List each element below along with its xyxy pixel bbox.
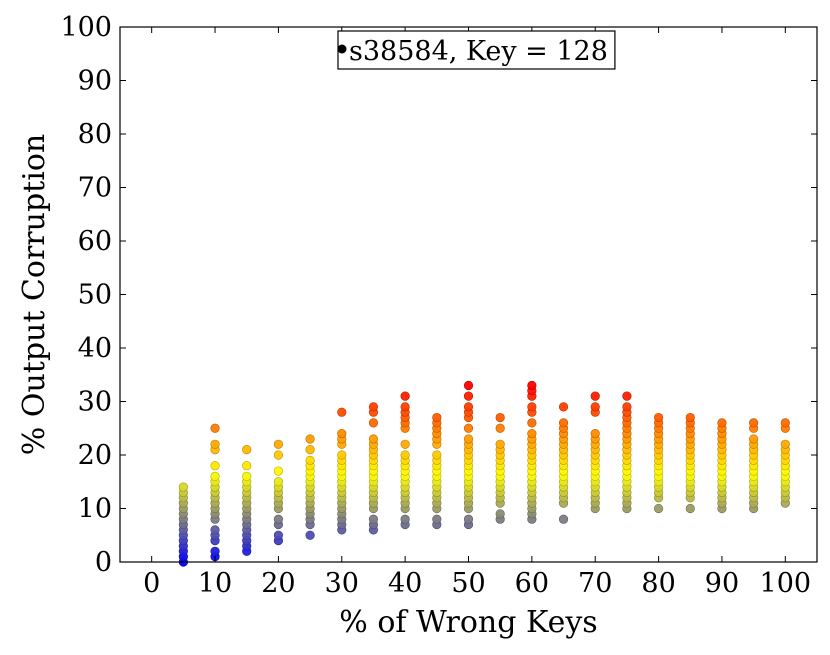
data-point xyxy=(242,471,252,482)
data-point xyxy=(495,412,505,423)
x-tick-label: 10 xyxy=(198,568,232,599)
axes: 0 10 20 30 40 50 60 70 80 90 100 0 10 20 30 40 50 60 70 80 9… xyxy=(60,12,817,599)
data-point xyxy=(210,461,220,471)
data-point xyxy=(780,439,790,449)
y-tick-label: 50 xyxy=(78,280,112,311)
legend-marker xyxy=(337,44,347,54)
data-point xyxy=(400,439,410,449)
data-point xyxy=(305,434,315,444)
data-point xyxy=(780,418,790,428)
data-point xyxy=(210,546,220,556)
data-point xyxy=(527,418,537,428)
data-point xyxy=(527,429,537,439)
data-point xyxy=(273,466,284,476)
x-tick-label: 0 xyxy=(143,568,160,599)
data-point xyxy=(432,412,442,423)
x-tick-label: 70 xyxy=(578,568,612,599)
plot-frame xyxy=(119,26,818,563)
y-tick-label: 0 xyxy=(95,547,112,578)
legend-box xyxy=(337,30,616,70)
data-point xyxy=(622,391,632,401)
data-point xyxy=(463,391,474,401)
data-point xyxy=(463,514,474,524)
data-point xyxy=(273,439,284,449)
legend-label: s38584, Key = 128 xyxy=(349,36,608,67)
data-point xyxy=(749,418,759,428)
data-point xyxy=(400,450,410,460)
y-tick-label: 20 xyxy=(78,440,112,471)
data-point xyxy=(590,391,600,401)
data-point xyxy=(432,514,442,524)
data-point xyxy=(527,380,537,391)
data-point xyxy=(432,450,442,460)
y-tick-label: 30 xyxy=(78,387,112,418)
x-tick-label: 30 xyxy=(325,568,359,599)
data-point xyxy=(495,509,505,519)
data-point xyxy=(527,402,537,412)
x-tick-label: 100 xyxy=(760,568,812,599)
data-point xyxy=(242,461,252,471)
x-tick-label: 80 xyxy=(641,568,675,599)
x-tick-label: 60 xyxy=(515,568,549,599)
data-point xyxy=(622,402,632,412)
data-point xyxy=(210,471,220,482)
y-tick-label: 80 xyxy=(78,119,112,150)
data-point xyxy=(558,514,569,524)
data-point xyxy=(590,402,600,412)
data-point xyxy=(337,407,347,417)
x-tick-label: 40 xyxy=(388,568,422,599)
data-point xyxy=(305,530,315,540)
y-tick-label: 90 xyxy=(78,66,112,97)
data-points xyxy=(178,380,790,567)
data-point xyxy=(653,503,664,514)
data-point xyxy=(463,434,474,444)
data-point xyxy=(242,445,252,455)
data-point xyxy=(558,402,569,412)
data-point xyxy=(463,380,474,391)
data-point xyxy=(463,402,474,412)
y-tick-label: 100 xyxy=(60,12,112,43)
data-point xyxy=(368,514,379,524)
data-point xyxy=(210,525,220,535)
data-point xyxy=(685,503,695,514)
data-point xyxy=(273,450,284,460)
data-point xyxy=(685,412,695,423)
y-tick-label: 40 xyxy=(78,333,112,364)
data-point xyxy=(400,402,410,412)
data-point xyxy=(273,530,284,540)
data-point xyxy=(273,514,284,524)
data-point xyxy=(400,391,410,401)
y-axis-title: % Output Corruption xyxy=(17,134,52,455)
data-point xyxy=(749,434,759,444)
data-point xyxy=(368,402,379,412)
data-point xyxy=(210,439,220,449)
data-point xyxy=(305,455,315,465)
legend: s38584, Key = 128 xyxy=(337,30,616,70)
data-point xyxy=(590,429,600,439)
x-tick-label: 50 xyxy=(451,568,485,599)
data-point xyxy=(305,445,315,455)
y-tick-label: 60 xyxy=(78,226,112,257)
data-point xyxy=(653,412,664,423)
data-point xyxy=(273,477,284,487)
x-tick-label: 20 xyxy=(261,568,295,599)
data-point xyxy=(368,418,379,428)
data-point xyxy=(178,482,188,492)
x-axis-title: % of Wrong Keys xyxy=(339,605,597,640)
data-point xyxy=(495,423,505,433)
data-point xyxy=(717,418,727,428)
data-point xyxy=(400,514,410,524)
data-point xyxy=(463,423,474,433)
data-point xyxy=(368,434,379,444)
data-point xyxy=(337,450,347,460)
data-point xyxy=(210,423,220,433)
data-point xyxy=(337,429,347,439)
x-tick-label: 90 xyxy=(705,568,739,599)
data-point xyxy=(495,439,505,449)
data-point xyxy=(558,418,569,428)
y-tick-label: 70 xyxy=(78,173,112,204)
y-tick-label: 10 xyxy=(78,494,112,525)
